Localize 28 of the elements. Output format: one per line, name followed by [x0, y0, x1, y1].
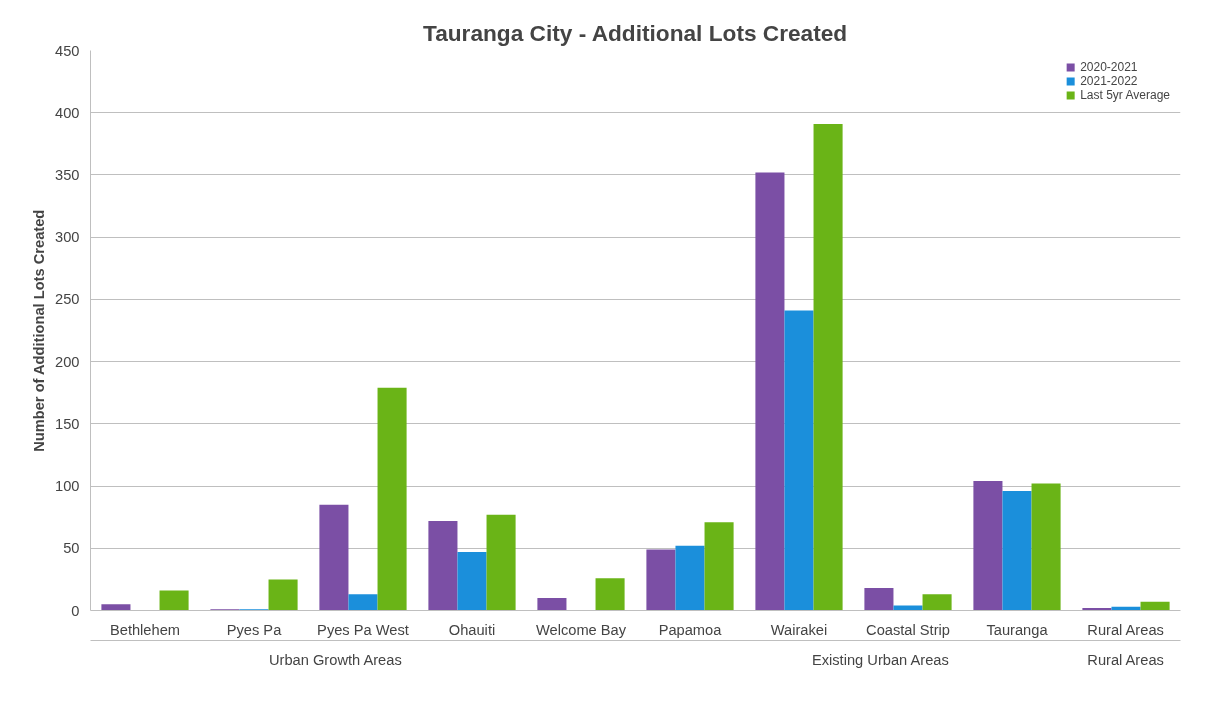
text: Existing Urban Areas	[811, 651, 949, 668]
y-tick-label: 150	[55, 415, 80, 432]
x-tick-label: Pyes Pa	[226, 621, 283, 638]
y-tick-label: 300	[55, 229, 80, 246]
y-tick-label: 100	[55, 478, 80, 495]
y-tick-label: 250	[55, 291, 80, 308]
chart-title: Tauranga City - Additional Lots Created	[422, 19, 848, 46]
x-tick-label: Ohauiti	[448, 621, 496, 638]
x-tick-label: Bethlehem	[109, 621, 181, 638]
x-tick-label: Welcome Bay	[535, 621, 627, 638]
legend-label: Last 5yr Average	[1080, 88, 1170, 102]
text: Rural Areas	[1087, 651, 1164, 668]
y-axis-title: Number of Additional Lots Created	[31, 209, 48, 452]
legend-label: 2020-2021	[1080, 60, 1138, 74]
legend-label: 2021-2022	[1080, 74, 1138, 88]
y-tick-label: 400	[55, 104, 80, 121]
text: Urban Growth Areas	[268, 651, 402, 668]
y-tick-label: 350	[55, 166, 80, 183]
x-tick-label: Wairakei	[770, 621, 828, 638]
x-tick-label: Papamoa	[658, 621, 723, 638]
y-tick-label: 450	[55, 42, 80, 59]
y-tick-label: 50	[63, 540, 80, 557]
y-tick-label: 200	[55, 353, 80, 370]
y-tick-label: 0	[71, 602, 80, 619]
x-tick-label: Pyes Pa West	[317, 621, 409, 638]
x-tick-label: Rural Areas	[1087, 621, 1164, 638]
x-tick-label: Coastal Strip	[866, 621, 950, 638]
x-tick-label: Tauranga	[986, 621, 1049, 638]
